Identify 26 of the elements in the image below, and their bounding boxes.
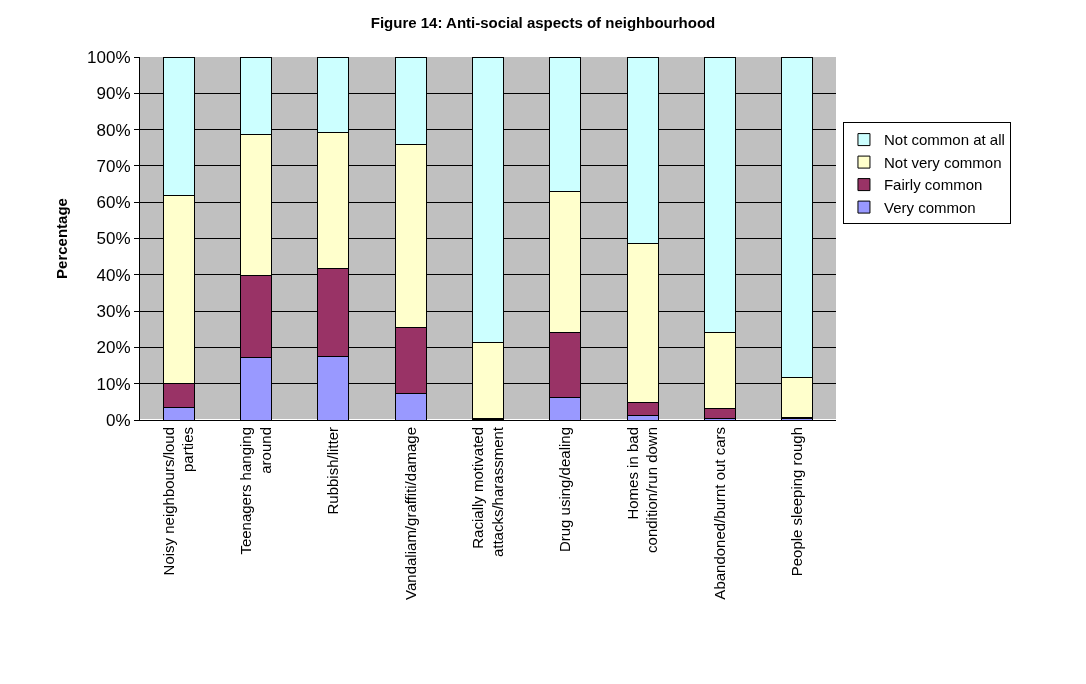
y-tick-label: 40% [96, 265, 131, 285]
x-tick-label: Rubbish/litter [324, 427, 342, 515]
chart-title: Figure 14: Anti-social aspects of neighbourhood [370, 13, 716, 31]
y-tick-label: 90% [96, 84, 131, 104]
legend-label: Very common [883, 198, 976, 216]
y-tick-label: 10% [96, 374, 131, 394]
x-tick-label: Racially motivated attacks/harassment [469, 426, 506, 558]
y-tick-label: 50% [96, 229, 131, 249]
legend-label: Not common at all [883, 131, 1005, 149]
x-tick-label: Teenagers hanging around [237, 427, 274, 555]
y-axis-title: Percentage [53, 198, 71, 279]
x-tick-label: Drug using/dealing [556, 427, 574, 553]
legend-label: Fairly common [883, 176, 983, 194]
y-tick-label: 80% [96, 120, 131, 140]
x-tick-label: Homes in bad condition/run down [623, 427, 661, 553]
y-tick-label: 70% [96, 156, 131, 176]
y-tick-label: 30% [96, 302, 131, 322]
y-tick-label: 100% [87, 47, 131, 67]
y-tick-label: 60% [96, 193, 131, 213]
y-tick-label: 20% [96, 338, 131, 358]
x-tick-label: Vandaliam/graffiti/damage [401, 427, 419, 600]
x-tick-label: Abandoned/burnt out cars [710, 427, 728, 600]
y-tick-label: 0% [106, 410, 131, 430]
x-tick-label: Noisy neighbours/loud parties [159, 427, 197, 576]
legend-label: Not very common [883, 153, 1002, 171]
x-tick-label: People sleeping rough [788, 427, 806, 577]
